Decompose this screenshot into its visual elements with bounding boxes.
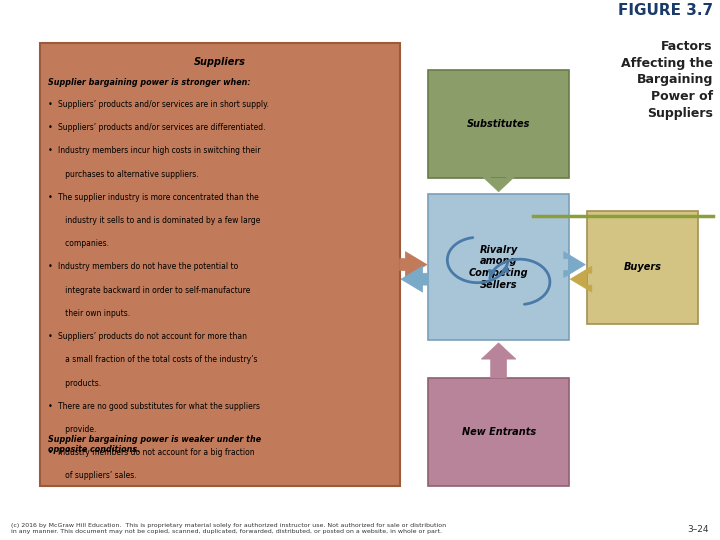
Polygon shape (401, 266, 428, 292)
Text: provide.: provide. (58, 425, 96, 434)
Text: Suppliers: Suppliers (194, 57, 246, 67)
Text: their own inputs.: their own inputs. (58, 309, 130, 318)
Text: The supplier industry is more concentrated than the: The supplier industry is more concentrat… (58, 193, 258, 202)
Text: •: • (48, 262, 53, 272)
Polygon shape (481, 343, 516, 378)
Text: products.: products. (58, 379, 101, 388)
Text: FIGURE 3.7: FIGURE 3.7 (618, 3, 713, 18)
FancyBboxPatch shape (587, 211, 698, 324)
Text: Suppliers’ products and/or services are differentiated.: Suppliers’ products and/or services are … (58, 123, 265, 132)
FancyBboxPatch shape (428, 194, 569, 340)
FancyBboxPatch shape (40, 43, 400, 486)
Text: Industry members do not have the potential to: Industry members do not have the potenti… (58, 262, 238, 272)
Text: Buyers: Buyers (624, 262, 662, 272)
Text: Factors
Affecting the
Bargaining
Power of
Suppliers: Factors Affecting the Bargaining Power o… (621, 40, 713, 119)
Text: Suppliers’ products do not account for more than: Suppliers’ products do not account for m… (58, 332, 246, 341)
Text: •: • (48, 332, 53, 341)
Polygon shape (570, 266, 592, 292)
Text: New Entrants: New Entrants (462, 427, 536, 437)
Polygon shape (481, 176, 516, 192)
Text: Supplier bargaining power is weaker under the
opposite conditions.: Supplier bargaining power is weaker unde… (48, 435, 261, 454)
FancyBboxPatch shape (428, 378, 569, 486)
Polygon shape (400, 252, 427, 278)
Polygon shape (564, 252, 585, 278)
Text: •: • (48, 123, 53, 132)
Text: •: • (48, 146, 53, 156)
Text: (c) 2016 by McGraw Hill Education.  This is proprietary material solely for auth: (c) 2016 by McGraw Hill Education. This … (11, 523, 446, 534)
Text: integrate backward in order to self-manufacture: integrate backward in order to self-manu… (58, 286, 250, 295)
Text: purchases to alternative suppliers.: purchases to alternative suppliers. (58, 170, 198, 179)
Text: Substitutes: Substitutes (467, 119, 531, 129)
Text: industry it sells to and is dominated by a few large: industry it sells to and is dominated by… (58, 216, 260, 225)
Text: Supplier bargaining power is stronger when:: Supplier bargaining power is stronger wh… (48, 78, 251, 87)
Text: a small fraction of the total costs of the industry’s: a small fraction of the total costs of t… (58, 355, 257, 364)
Text: of suppliers’ sales.: of suppliers’ sales. (58, 471, 136, 481)
Text: 3–24: 3–24 (688, 524, 709, 534)
Text: Industry members do not account for a big fraction: Industry members do not account for a bi… (58, 448, 254, 457)
Text: There are no good substitutes for what the suppliers: There are no good substitutes for what t… (58, 402, 260, 411)
Text: •: • (48, 448, 53, 457)
Text: Industry members incur high costs in switching their: Industry members incur high costs in swi… (58, 146, 260, 156)
Text: •: • (48, 402, 53, 411)
Text: Suppliers’ products and/or services are in short supply.: Suppliers’ products and/or services are … (58, 100, 269, 109)
Text: companies.: companies. (58, 239, 109, 248)
Text: •: • (48, 100, 53, 109)
FancyBboxPatch shape (428, 70, 569, 178)
Text: Rivalry
among
Competing
Sellers: Rivalry among Competing Sellers (469, 245, 528, 289)
Text: •: • (48, 193, 53, 202)
